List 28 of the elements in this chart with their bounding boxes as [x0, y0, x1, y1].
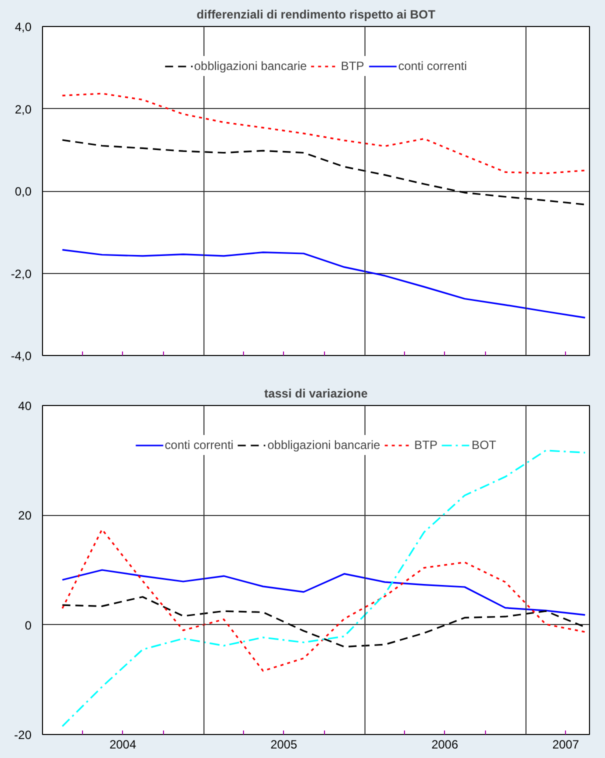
- y-tick-label: 4,0: [14, 20, 32, 34]
- y-tick-label: 0: [24, 618, 32, 632]
- chart-title: tassi di variazione: [264, 386, 368, 400]
- line-series: [62, 249, 586, 318]
- y-tick-label: 0,0: [14, 184, 32, 198]
- legend-label: BTP: [414, 438, 438, 452]
- legend-label: conti correnti: [398, 59, 467, 73]
- line-series: [62, 569, 586, 616]
- legend-label: conti correnti: [164, 438, 234, 452]
- x-tick-label: 2006: [431, 738, 458, 752]
- y-tick-label: 20: [18, 508, 32, 523]
- x-tick-label: 2007: [552, 738, 580, 752]
- line-series: [62, 528, 586, 672]
- y-tick-label: 40: [18, 399, 32, 413]
- legend-label: obbligazioni bancarie: [267, 438, 380, 452]
- legend-label: BTP: [340, 59, 364, 73]
- legend-label: BOT: [472, 438, 496, 452]
- chart-title: differenziali di rendimento rispetto ai BOT: [196, 8, 436, 22]
- y-tick-label: -4,0: [10, 349, 32, 363]
- y-tick-label: 2,0: [14, 102, 32, 116]
- y-tick-label: -2,0: [10, 266, 32, 281]
- x-tick-label: 2004: [109, 738, 136, 752]
- legend-label: obbligazioni bancarie: [194, 59, 307, 73]
- x-tick-label: 2005: [270, 738, 298, 752]
- line-series: [62, 139, 586, 206]
- line-series: [62, 92, 586, 174]
- y-tick-label: -20: [14, 728, 32, 742]
- line-series: [62, 450, 586, 728]
